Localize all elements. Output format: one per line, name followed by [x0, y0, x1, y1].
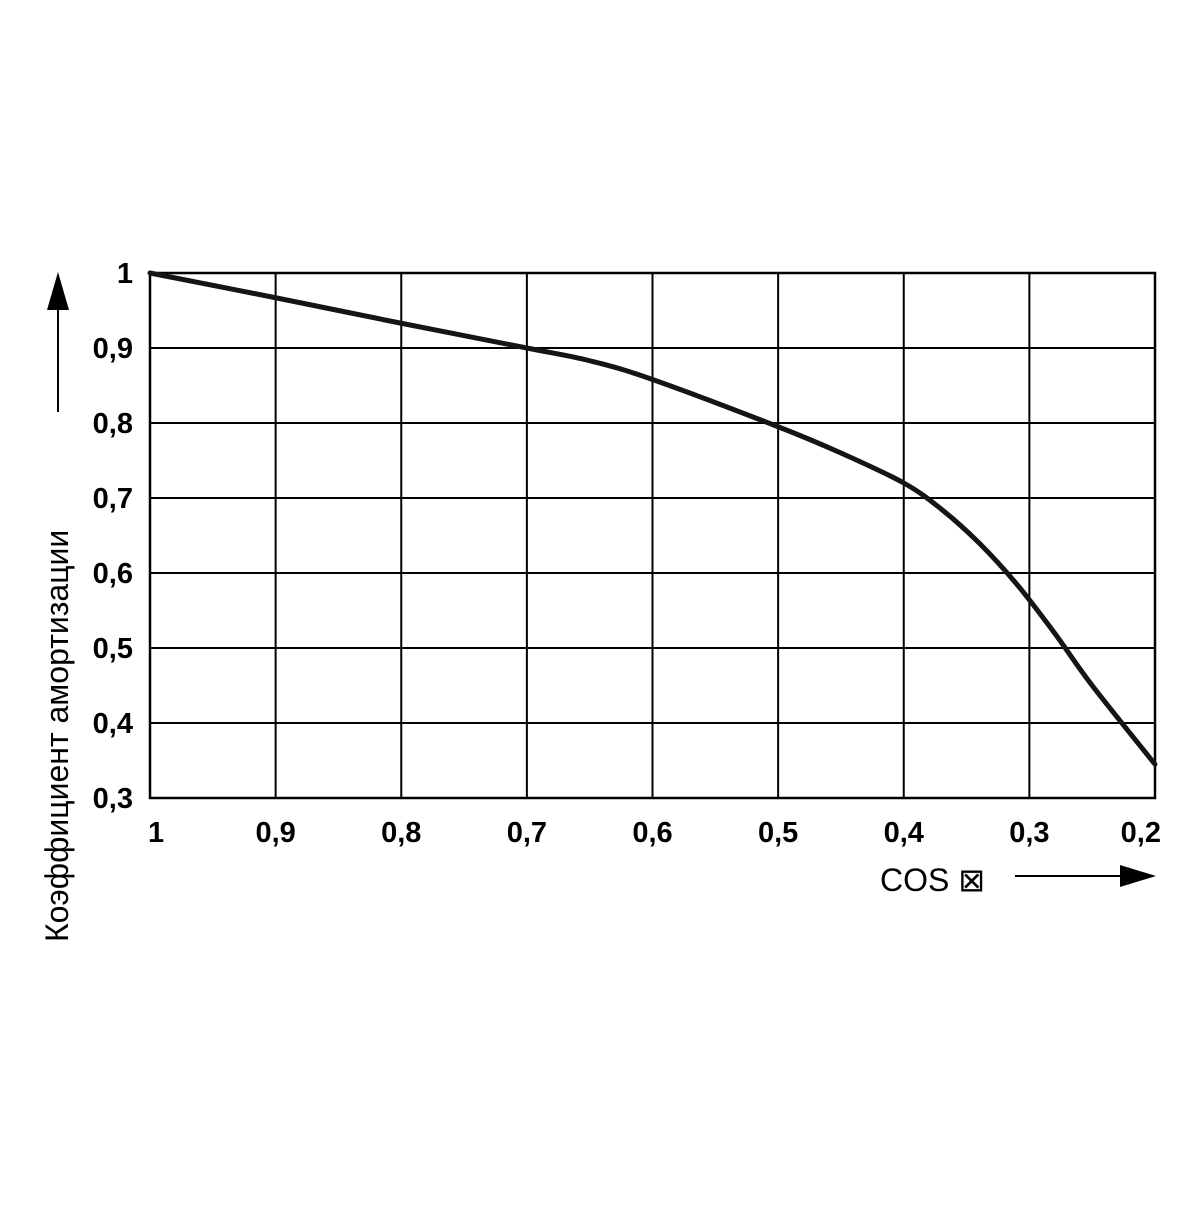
- series-line: [147, 270, 1158, 767]
- plot-frame: [148, 271, 1157, 800]
- x-axis-arrow: [1015, 865, 1156, 887]
- x-tick-label: 0,9: [255, 817, 295, 849]
- y-tick-label: 0,5: [93, 633, 133, 665]
- series-group: [147, 270, 1158, 767]
- y-tick-label: 0,3: [93, 783, 133, 815]
- y-tick-labels: 1 0,9 0,8 0,7 0,6 0,5 0,4 0,3: [93, 258, 133, 815]
- y-tick-label: 0,7: [93, 483, 133, 515]
- x-tick-label: 0,5: [758, 817, 798, 849]
- y-tick-label: 1: [117, 258, 133, 290]
- y-tick-label: 0,9: [93, 333, 133, 365]
- y-axis-title: Коэффициент амортизации: [39, 530, 75, 942]
- x-tick-label: 0,7: [507, 817, 547, 849]
- x-tick-label: 0,4: [884, 817, 924, 849]
- x-tick-label: 1: [148, 817, 164, 849]
- y-tick-label: 0,6: [93, 558, 133, 590]
- x-tick-labels: 1 0,9 0,8 0,7 0,6 0,5 0,4 0,3 0,2: [148, 817, 1161, 849]
- x-tick-label: 0,2: [1121, 817, 1161, 849]
- x-axis-title: COS ⊠: [880, 862, 985, 898]
- y-tick-label: 0,8: [93, 408, 133, 440]
- y-tick-label: 0,4: [93, 708, 133, 740]
- grid: [149, 272, 1156, 799]
- x-tick-label: 0,3: [1009, 817, 1049, 849]
- x-tick-label: 0,8: [381, 817, 421, 849]
- x-tick-label: 0,6: [632, 817, 672, 849]
- y-axis-arrow: [47, 272, 69, 412]
